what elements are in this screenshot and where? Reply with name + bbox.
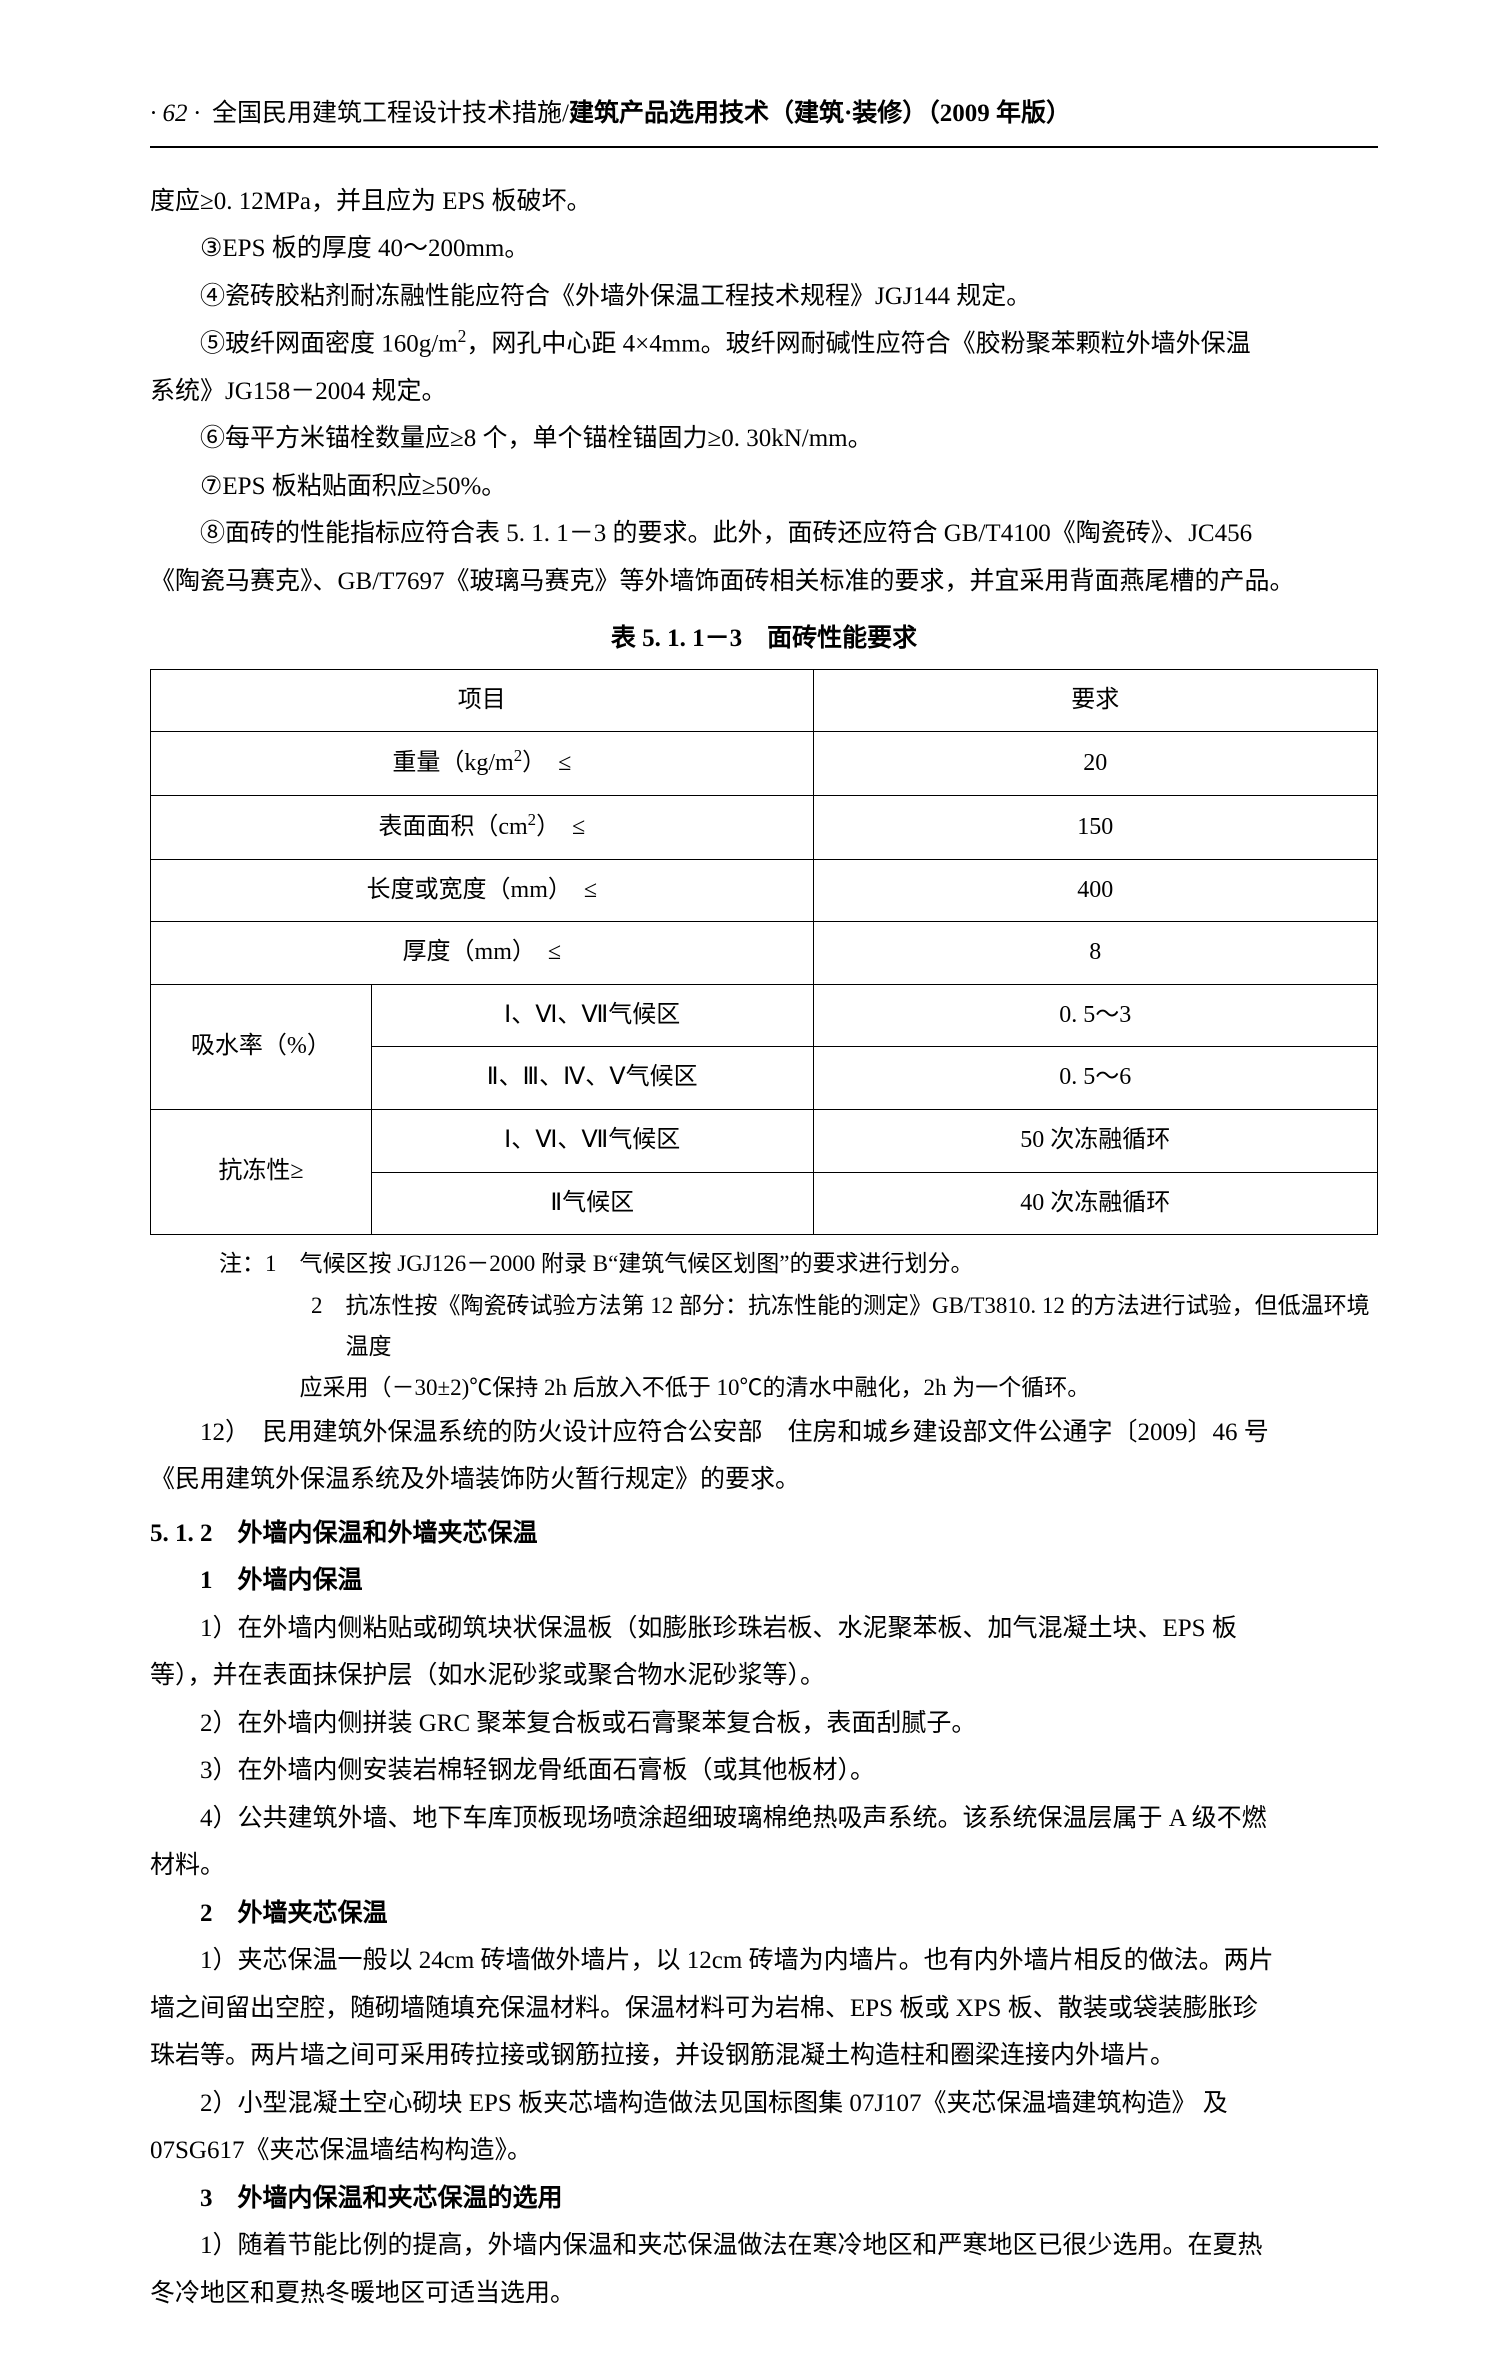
cell-absorb-a: Ⅰ、Ⅵ、Ⅶ气候区 <box>371 984 813 1047</box>
cell-thickness-value: 8 <box>813 922 1377 985</box>
para-1: 度应≥0. 12MPa，并且应为 EPS 板破坏。 <box>150 178 1378 226</box>
para-4: ⑤玻纤网面密度 160g/m2，网孔中心距 4×4mm。玻纤网耐碱性应符合《胶粉… <box>150 320 1378 368</box>
page-number: · 62 · <box>150 90 200 138</box>
table-note-1: 注：1 气候区按 JGJ126－2000 附录 B“建筑气候区划图”的要求进行划… <box>254 1243 1379 1284</box>
para-17: 材料。 <box>150 1842 1378 1890</box>
cell-weight-value: 20 <box>813 732 1377 796</box>
cell-frost-b-v: 40 次冻融循环 <box>813 1172 1377 1235</box>
header-title-b: 建筑产品选用技术（建筑·装修）（2009 年版） <box>569 90 1071 138</box>
table-row: 抗冻性≥ Ⅰ、Ⅵ、Ⅶ气候区 50 次冻融循环 <box>151 1109 1378 1172</box>
table-row: 厚度（mm） ≤ 8 <box>151 922 1378 985</box>
para-19: 墙之间留出空腔，随砌墙随填充保温材料。保温材料可为岩棉、EPS 板或 XPS 板… <box>150 1985 1378 2033</box>
cell-absorb-b: Ⅱ、Ⅲ、Ⅳ、Ⅴ气候区 <box>371 1047 813 1110</box>
subhead-1: 1 外墙内保温 <box>150 1557 1378 1605</box>
para-2: ③EPS 板的厚度 40～200mm。 <box>150 225 1378 273</box>
para-15: 3）在外墙内侧安装岩棉轻钢龙骨纸面石膏板（或其他板材）。 <box>150 1747 1378 1795</box>
table-row: 重量（kg/m2） ≤ 20 <box>151 732 1378 796</box>
para-18: 1）夹芯保温一般以 24cm 砖墙做外墙片，以 12cm 砖墙为内墙片。也有内外… <box>150 1937 1378 1985</box>
cell-frost-b: Ⅱ气候区 <box>371 1172 813 1235</box>
para-12: 1）在外墙内侧粘贴或砌筑块状保温板（如膨胀珍珠岩板、水泥聚苯板、加气混凝土块、E… <box>150 1605 1378 1653</box>
para-22: 07SG617《夹芯保温墙结构构造》。 <box>150 2127 1378 2175</box>
subhead-3: 3 外墙内保温和夹芯保温的选用 <box>150 2175 1378 2223</box>
cell-area-value: 150 <box>813 796 1377 860</box>
para-3: ④瓷砖胶粘剂耐冻融性能应符合《外墙外保温工程技术规程》JGJ144 规定。 <box>150 273 1378 321</box>
cell-area-label: 表面面积（cm2） ≤ <box>151 796 814 860</box>
table-row: 吸水率（%） Ⅰ、Ⅵ、Ⅶ气候区 0. 5～3 <box>151 984 1378 1047</box>
cell-length-label: 长度或宽度（mm） ≤ <box>151 859 814 922</box>
table-note-2a: 2 抗冻性按《陶瓷砖试验方法第 12 部分：抗冻性能的测定》GB/T3810. … <box>300 1285 1379 1368</box>
page-header: · 62 · 全国民用建筑工程设计技术措施/ 建筑产品选用技术（建筑·装修）（2… <box>150 90 1378 148</box>
para-8: ⑧面砖的性能指标应符合表 5. 1. 1－3 的要求。此外，面砖还应符合 GB/… <box>150 510 1378 558</box>
subhead-2: 2 外墙夹芯保温 <box>150 1890 1378 1938</box>
th-item: 项目 <box>151 669 814 732</box>
cell-thickness-label: 厚度（mm） ≤ <box>151 922 814 985</box>
para-24: 冬冷地区和夏热冬暖地区可适当选用。 <box>150 2270 1378 2318</box>
cell-frost-a-v: 50 次冻融循环 <box>813 1109 1377 1172</box>
para-4a: ⑤玻纤网面密度 160g/m <box>200 330 458 357</box>
cell-frost-a: Ⅰ、Ⅵ、Ⅶ气候区 <box>371 1109 813 1172</box>
para-20: 珠岩等。两片墙之间可采用砖拉接或钢筋拉接，并设钢筋混凝土构造柱和圈梁连接内外墙片… <box>150 2032 1378 2080</box>
para-14: 2）在外墙内侧拼装 GRC 聚苯复合板或石膏聚苯复合板，表面刮腻子。 <box>150 1700 1378 1748</box>
para-9: 《陶瓷马赛克》、GB/T7697《玻璃马赛克》等外墙饰面砖相关标准的要求，并宜采… <box>150 558 1378 606</box>
para-7: ⑦EPS 板粘贴面积应≥50%。 <box>150 463 1378 511</box>
cell-frost-label: 抗冻性≥ <box>151 1109 372 1234</box>
cell-absorb-b-v: 0. 5～6 <box>813 1047 1377 1110</box>
cell-length-value: 400 <box>813 859 1377 922</box>
para-5: 系统》JG158－2004 规定。 <box>150 368 1378 416</box>
cell-weight-label: 重量（kg/m2） ≤ <box>151 732 814 796</box>
table-note-2b: 应采用（－30±2)℃保持 2h 后放入不低于 10℃的清水中融化，2h 为一个… <box>300 1367 1379 1408</box>
para-10: 12） 民用建筑外保温系统的防火设计应符合公安部 住房和城乡建设部文件公通字〔2… <box>150 1409 1378 1457</box>
table-title: 表 5. 1. 1－3 面砖性能要求 <box>150 615 1378 663</box>
para-16: 4）公共建筑外墙、地下车库顶板现场喷涂超细玻璃棉绝热吸声系统。该系统保温层属于 … <box>150 1795 1378 1843</box>
para-23: 1）随着节能比例的提高，外墙内保温和夹芯保温做法在寒冷地区和严寒地区已很少选用。… <box>150 2222 1378 2270</box>
table-row: 长度或宽度（mm） ≤ 400 <box>151 859 1378 922</box>
header-title-a: 全国民用建筑工程设计技术措施/ <box>212 90 569 138</box>
para-11: 《民用建筑外保温系统及外墙装饰防火暂行规定》的要求。 <box>150 1456 1378 1504</box>
th-req: 要求 <box>813 669 1377 732</box>
page: · 62 · 全国民用建筑工程设计技术措施/ 建筑产品选用技术（建筑·装修）（2… <box>0 0 1508 2377</box>
table-row: 表面面积（cm2） ≤ 150 <box>151 796 1378 860</box>
cell-absorb-a-v: 0. 5～3 <box>813 984 1377 1047</box>
section-5-1-2: 5. 1. 2 外墙内保温和外墙夹芯保温 <box>150 1510 1378 1558</box>
cell-absorb-label: 吸水率（%） <box>151 984 372 1109</box>
para-21: 2）小型混凝土空心砌块 EPS 板夹芯墙构造做法见国标图集 07J107《夹芯保… <box>150 2080 1378 2128</box>
performance-table: 项目 要求 重量（kg/m2） ≤ 20 表面面积（cm2） ≤ 150 长度或… <box>150 669 1378 1235</box>
para-4b: ，网孔中心距 4×4mm。玻纤网耐碱性应符合《胶粉聚苯颗粒外墙外保温 <box>466 330 1250 357</box>
para-6: ⑥每平方米锚栓数量应≥8 个，单个锚栓锚固力≥0. 30kN/mm。 <box>150 415 1378 463</box>
table-head-row: 项目 要求 <box>151 669 1378 732</box>
para-13: 等），并在表面抹保护层（如水泥砂浆或聚合物水泥砂浆等）。 <box>150 1652 1378 1700</box>
